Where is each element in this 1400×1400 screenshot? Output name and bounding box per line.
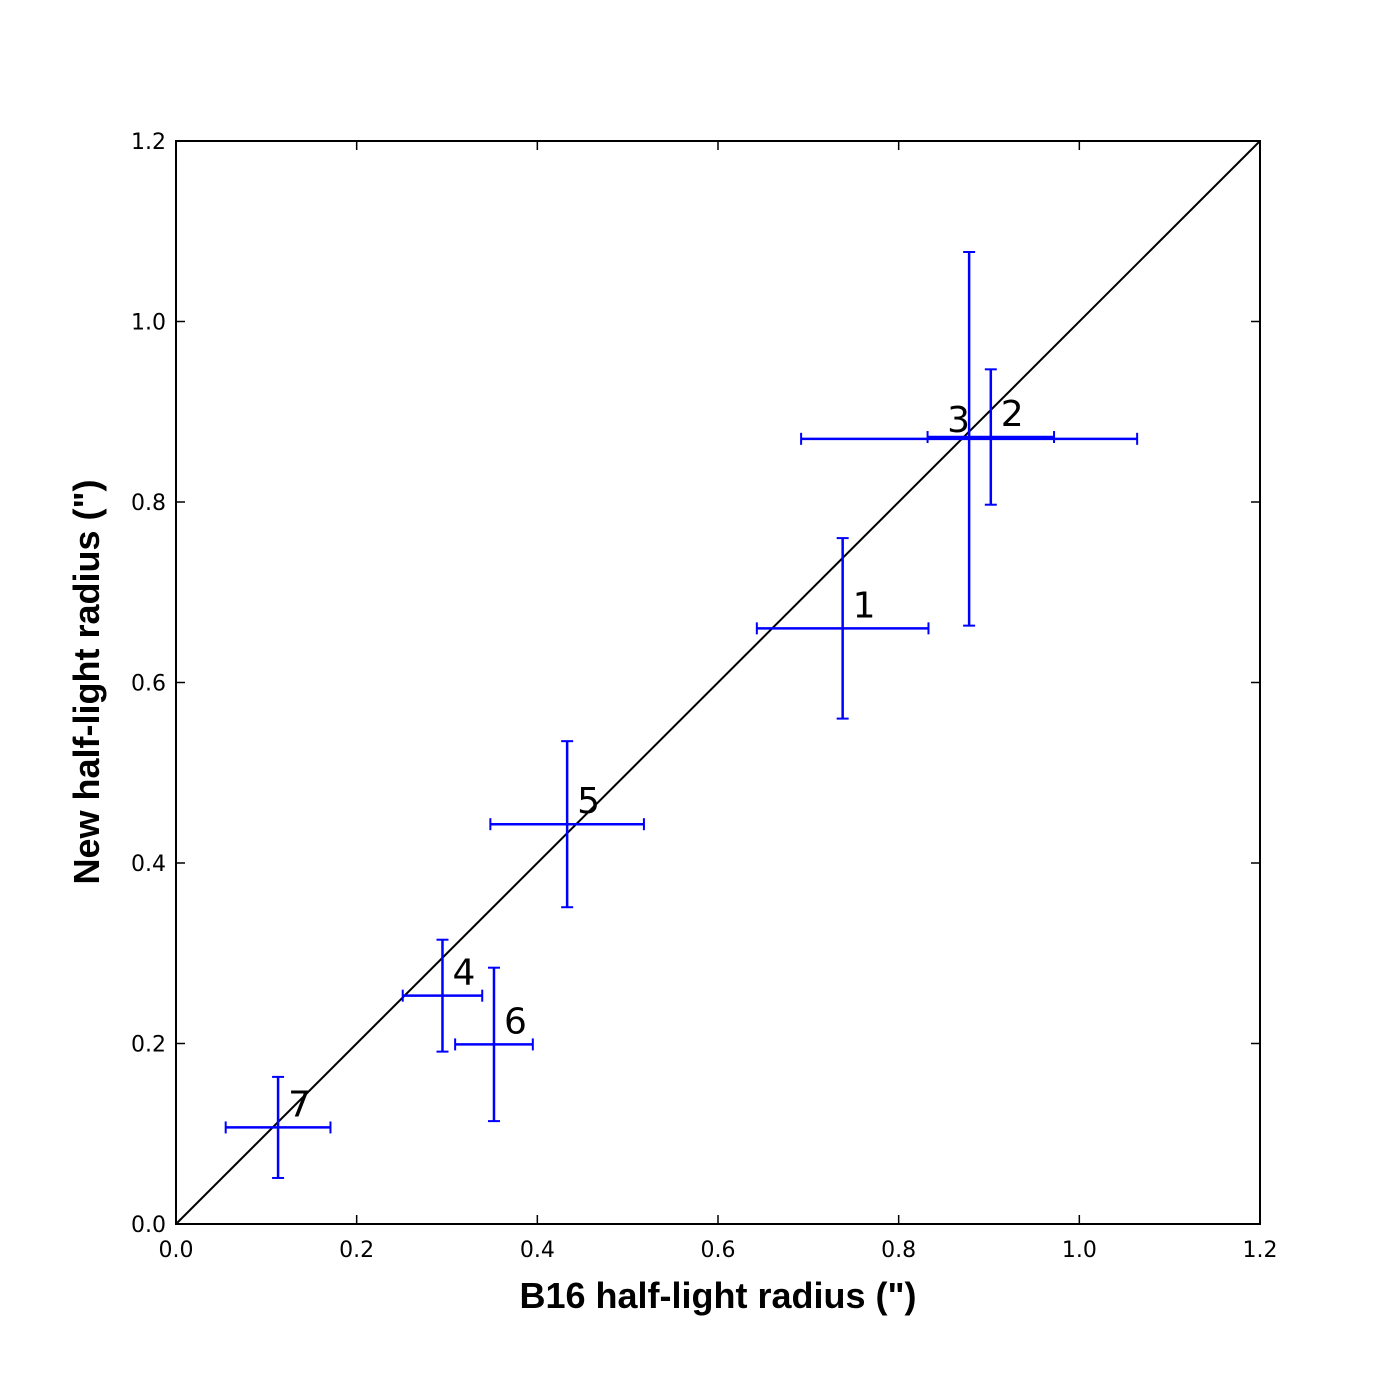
x-axis-label: B16 half-light radius (")	[519, 1275, 916, 1316]
data-point-2: 2	[926, 368, 1056, 506]
data-point-5: 5	[489, 740, 645, 909]
y-tick-label: 0.6	[131, 672, 166, 697]
x-tick-label: 0.0	[159, 1238, 194, 1263]
y-tick-label: 0.0	[131, 1213, 166, 1238]
identity-line	[175, 140, 1261, 1225]
data-point-7: 7	[224, 1075, 332, 1179]
point-label: 4	[452, 953, 475, 994]
y-tick-label: 0.8	[131, 491, 166, 516]
point-label: 1	[853, 585, 876, 626]
tick-labels: 0.0 0.2 0.4 0.6 0.8 1.0 1.2 0.0 0.2 0.4 0.6 0.8 1.0 1…	[131, 130, 1278, 1263]
y-tick-label: 0.2	[131, 1033, 166, 1058]
data-point-6: 6	[454, 966, 534, 1123]
point-label: 2	[1001, 394, 1024, 435]
plot-frame	[175, 140, 1261, 1225]
y-axis-label: New half-light radius (")	[66, 479, 107, 884]
point-label: 5	[577, 781, 600, 822]
data-point-3: 3	[800, 251, 1139, 627]
point-label: 3	[947, 400, 970, 441]
x-tick-label: 0.6	[701, 1238, 736, 1263]
data-point-4: 4	[401, 938, 484, 1053]
y-tick-label: 0.4	[131, 852, 166, 877]
x-tick-label: 1.2	[1243, 1238, 1278, 1263]
x-tick-label: 1.0	[1062, 1238, 1097, 1263]
point-label: 6	[504, 1001, 527, 1042]
y-tick-label: 1.0	[131, 311, 166, 336]
x-tick-label: 0.8	[881, 1238, 916, 1263]
data-point-1: 1	[755, 537, 930, 720]
y-tick-label: 1.2	[131, 130, 166, 155]
point-label: 7	[288, 1084, 311, 1125]
x-tick-label: 0.2	[339, 1238, 374, 1263]
x-tick-label: 0.4	[520, 1238, 555, 1263]
